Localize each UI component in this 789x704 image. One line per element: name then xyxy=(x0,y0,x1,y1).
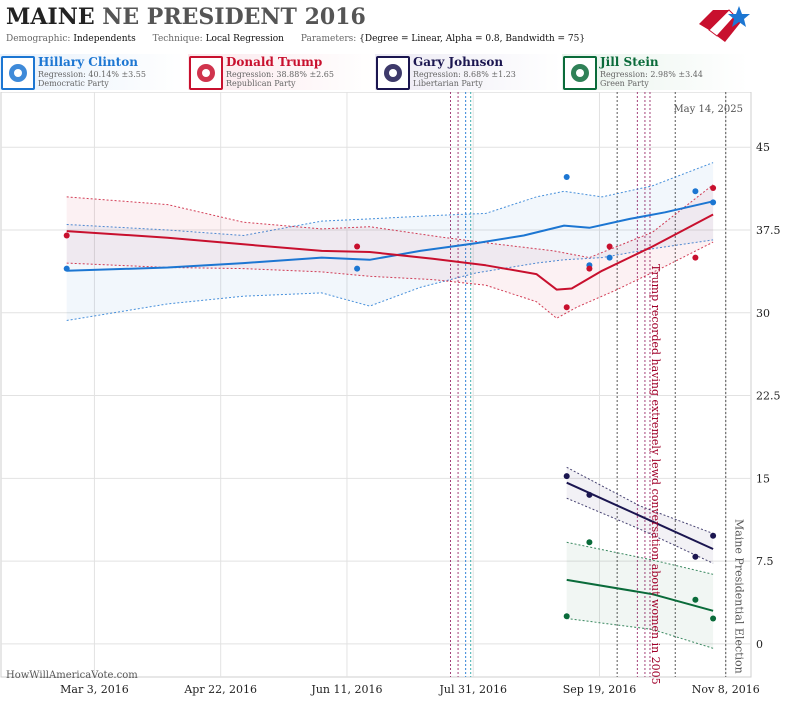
data-point xyxy=(563,473,570,480)
data-point xyxy=(63,265,70,272)
data-point xyxy=(692,553,699,560)
data-point xyxy=(586,539,593,546)
data-point xyxy=(563,613,570,620)
data-point xyxy=(692,254,699,261)
candidate-regression: Regression: 2.98% ±3.44 xyxy=(600,70,703,79)
confidence-band xyxy=(66,162,714,321)
band-upper xyxy=(66,162,714,237)
candidate-card: Gary Johnson Regression: 8.68% ±1.23 Liber… xyxy=(375,54,561,90)
candidate-party: Green Party xyxy=(600,79,649,88)
title-state: MAINE xyxy=(6,4,95,30)
data-point xyxy=(710,615,717,622)
data-point xyxy=(710,185,717,191)
candidate-card: Hillary Clinton Regression: 40.14% ±3.55 D… xyxy=(0,54,186,90)
demographic-value: Independents xyxy=(73,34,136,44)
candidate-card: Donald Trump Regression: 38.88% ±2.65 Repu… xyxy=(188,54,374,90)
statue-of-liberty-icon xyxy=(376,56,410,90)
y-tick-label: 7.5 xyxy=(756,555,774,568)
data-point xyxy=(606,243,613,250)
elephant-icon xyxy=(189,56,223,90)
band-upper xyxy=(566,541,714,575)
candidate-regression: Regression: 40.14% ±3.55 xyxy=(38,70,146,79)
candidate-regression: Regression: 38.88% ±2.65 xyxy=(226,70,334,79)
candidate-name: Gary Johnson xyxy=(413,55,504,69)
technique-value: Local Regression xyxy=(205,34,284,44)
data-point xyxy=(692,188,699,195)
candidate-card: Jill Stein Regression: 2.98% ±3.44 Green P… xyxy=(562,54,748,90)
candidate-regression: Regression: 8.68% ±1.23 xyxy=(413,70,516,79)
confidence-bands-layer xyxy=(66,162,714,649)
data-points-layer xyxy=(63,174,717,622)
x-tick-label: Nov 8, 2016 xyxy=(692,683,760,696)
candidate-party: Democratic Party xyxy=(38,79,109,88)
band-lower xyxy=(566,618,714,649)
y-tick-label: 37.5 xyxy=(756,224,781,237)
page-title: MAINE NE PRESIDENT 2016 xyxy=(6,4,366,30)
axis-labels-layer: 45 37.5 30 22.5 15 7.5 0 Mar 3, 2016 Apr 22, 201… xyxy=(60,141,780,696)
x-tick-label: Sep 19, 2016 xyxy=(563,683,637,696)
candidate-legend: Hillary Clinton Regression: 40.14% ±3.55 D… xyxy=(0,54,789,92)
date-stamp: May 14, 2025 xyxy=(673,104,743,115)
event-annotation: Maine Presidential Election xyxy=(733,519,746,674)
band-lower xyxy=(566,497,714,564)
candidate-party: Republican Party xyxy=(226,79,296,88)
data-point xyxy=(710,532,717,539)
site-logo xyxy=(699,6,750,42)
data-point xyxy=(563,174,570,180)
candidate-name: Donald Trump xyxy=(226,55,323,69)
title-subtitle: NE PRESIDENT 2016 xyxy=(102,4,366,30)
technique-key: Technique: xyxy=(152,34,203,44)
trend-line xyxy=(66,213,714,291)
data-point xyxy=(586,265,593,272)
watermark: HowWillAmericaVote.com xyxy=(6,670,138,681)
grid-layer xyxy=(0,92,752,678)
candidate-name: Jill Stein xyxy=(600,55,659,69)
y-tick-label: 22.5 xyxy=(756,390,781,403)
data-point xyxy=(354,265,361,272)
parameters-value: {Degree = Linear, Alpha = 0.8, Bandwidth… xyxy=(359,34,586,44)
subtitle-parameters: Demographic: Independents Technique: Loc… xyxy=(6,34,599,44)
trend-line xyxy=(566,578,714,612)
data-point xyxy=(710,199,717,206)
y-tick-label: 30 xyxy=(756,307,770,320)
x-tick-label: Mar 3, 2016 xyxy=(60,683,129,696)
event-annotation: Trump recorded having extremely lewd con… xyxy=(649,264,662,685)
trend-line xyxy=(66,200,714,272)
x-tick-label: Jun 11, 2016 xyxy=(310,683,382,696)
donkey-icon xyxy=(1,56,35,90)
plot-frame xyxy=(0,92,752,678)
y-tick-label: 15 xyxy=(756,472,770,485)
chart-header: MAINE NE PRESIDENT 2016 Demographic: Ind… xyxy=(0,0,789,92)
event-lines-layer xyxy=(449,92,727,677)
data-point xyxy=(563,304,570,311)
band-upper xyxy=(66,184,714,259)
band-lower xyxy=(66,241,714,319)
data-point xyxy=(586,491,593,498)
x-tick-label: Jul 31, 2016 xyxy=(438,683,507,696)
confidence-band xyxy=(566,542,714,649)
data-point xyxy=(354,243,361,250)
y-tick-label: 45 xyxy=(756,141,770,154)
data-point xyxy=(692,596,699,603)
candidate-party: Libertarian Party xyxy=(413,79,483,88)
x-tick-label: Apr 22, 2016 xyxy=(183,683,257,696)
data-point xyxy=(606,254,613,261)
data-point xyxy=(63,232,70,239)
chart-plot: 45 37.5 30 22.5 15 7.5 0 Mar 3, 2016 Apr 22, 201… xyxy=(0,92,781,696)
demographic-key: Demographic: xyxy=(6,34,71,44)
candidate-name: Hillary Clinton xyxy=(38,55,138,69)
parameters-key: Parameters: xyxy=(300,34,357,44)
y-tick-label: 0 xyxy=(756,638,763,651)
leaf-icon xyxy=(563,56,597,90)
